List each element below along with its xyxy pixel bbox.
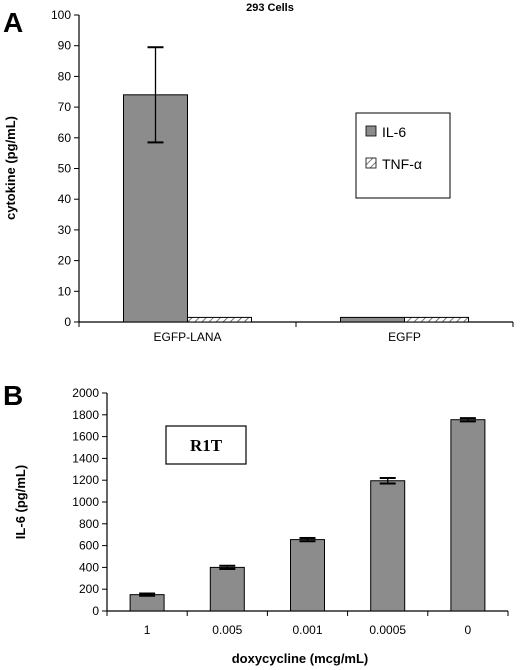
chart-a-ylabel: cytokine (pg/mL)	[3, 116, 18, 220]
y-tick-label: 1600	[72, 430, 99, 444]
chart-a-legend: IL-6 TNF-α	[355, 112, 451, 199]
y-tick-label: 30	[58, 223, 72, 237]
r1t-box	[165, 425, 247, 465]
y-tick-label: 10	[58, 284, 72, 298]
y-tick-label: 1800	[72, 408, 99, 422]
y-tick-label: 200	[79, 582, 99, 596]
x-category-label: 0.001	[292, 623, 322, 637]
r1t-annotation: R1T	[165, 425, 247, 465]
x-category-label: 0	[465, 623, 472, 637]
bar	[129, 594, 165, 612]
legend-label-il6: IL-6	[382, 124, 406, 140]
y-tick-label: 60	[58, 131, 72, 145]
bar	[209, 566, 245, 612]
chart-b: 0 200 400 600 800 1000 1200 1400 1600 1800 2000 1 0.…	[72, 386, 509, 637]
x-category-label: 1	[144, 623, 151, 637]
y-tick-label: 90	[58, 39, 72, 53]
y-tick-label: 100	[51, 8, 71, 22]
y-tick-label: 1400	[72, 451, 99, 465]
x-category-label: EGFP-LANA	[153, 330, 221, 344]
y-tick-label: 0	[64, 315, 71, 329]
x-category-label: 0.005	[212, 623, 242, 637]
legend-swatch-il6	[365, 125, 377, 137]
r1t-label: R1T	[190, 436, 223, 455]
y-tick-label: 600	[79, 539, 99, 553]
y-tick-label: 400	[79, 560, 99, 574]
x-category-label: 0.0005	[369, 623, 406, 637]
x-category-label: EGFP	[388, 330, 421, 344]
y-tick-label: 70	[58, 100, 72, 114]
y-tick-label: 40	[58, 192, 72, 206]
legend-label-tnf: TNF-α	[382, 156, 422, 172]
y-tick-label: 80	[58, 69, 72, 83]
y-tick-label: 2000	[72, 386, 99, 400]
bar	[290, 539, 325, 612]
bar	[340, 316, 405, 323]
bar	[123, 94, 188, 323]
chart-a-title: 293 Cells	[246, 2, 294, 14]
bar	[450, 419, 486, 612]
panel-b-letter: B	[3, 380, 23, 411]
y-tick-label: 1000	[72, 495, 99, 509]
chart-a: 0 10 20 30 40 50 60 70 80 90 100 EGFP-LANA EGFP	[51, 8, 514, 344]
bar	[404, 316, 469, 323]
panel-a-letter: A	[3, 7, 23, 38]
bar	[187, 316, 252, 323]
y-tick-label: 800	[79, 517, 99, 531]
y-tick-label: 50	[58, 162, 72, 176]
bar	[370, 480, 406, 612]
legend-swatch-tnf	[365, 157, 377, 169]
y-tick-label: 20	[58, 254, 72, 268]
y-tick-label: 0	[92, 604, 99, 618]
y-tick-label: 1200	[72, 473, 99, 487]
chart-b-ylabel: IL-6 (pg/mL)	[13, 465, 28, 539]
chart-b-xlabel: doxycycline (mcg/mL)	[232, 651, 369, 666]
